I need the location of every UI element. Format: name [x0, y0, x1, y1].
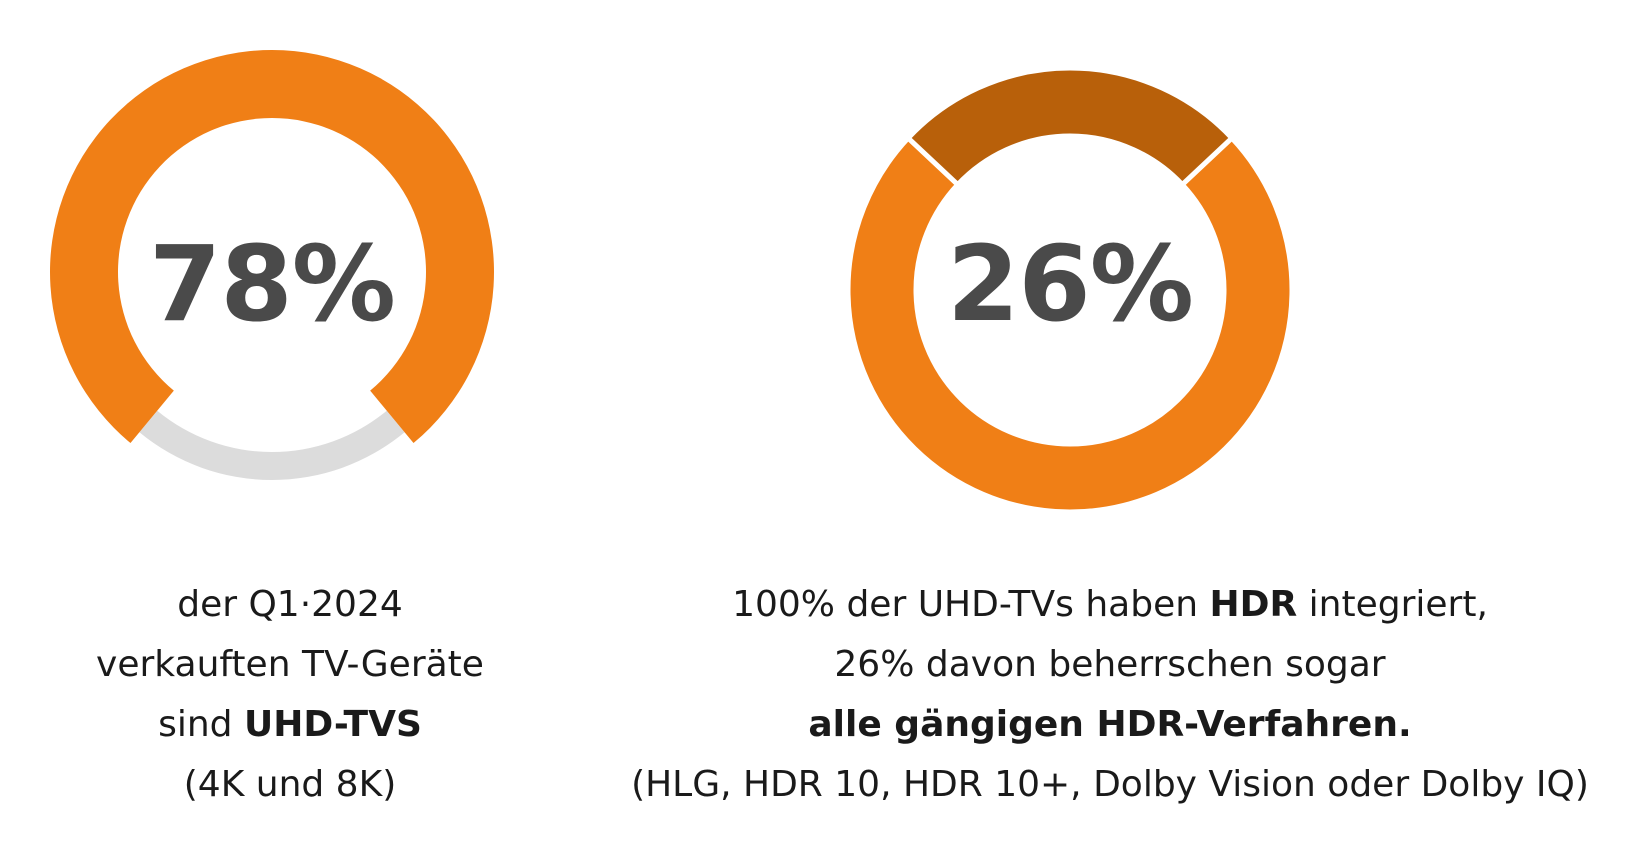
hdr-caption-line-1-prefix: 100% der UHD-TVs haben	[732, 584, 1210, 625]
hdr-caption-line-1: 100% der UHD-TVs haben HDR integriert,	[590, 575, 1630, 635]
uhd-caption-line-4: (4K und 8K)	[183, 764, 397, 805]
hdr-caption-line-4: (HLG, HDR 10, HDR 10+, Dolby Vision oder…	[631, 764, 1589, 805]
uhd-share-caption: der Q1·2024 verkauften TV-Geräte sind UH…	[40, 575, 540, 815]
value-arc	[49, 50, 495, 444]
hdr-share-donut: 26%	[820, 0, 1420, 540]
uhd-share-donut-svg: 78%	[49, 50, 495, 480]
highlight-arc	[904, 65, 1236, 189]
uhd-caption-line-3: sind UHD-TVS	[40, 695, 540, 755]
base-arc	[845, 134, 1295, 515]
hdr-share-donut-svg: 26%	[845, 65, 1295, 515]
hdr-caption-line-3: alle gängigen HDR-Verfahren.	[590, 695, 1630, 755]
uhd-caption-line-3-prefix: sind	[158, 704, 244, 745]
uhd-caption-line-1: der Q1·2024	[177, 584, 403, 625]
uhd-share-value: 78%	[149, 223, 395, 345]
uhd-caption-line-2: verkauften TV-Geräte	[96, 644, 484, 685]
hdr-share-caption: 100% der UHD-TVs haben HDR integriert, 2…	[590, 575, 1630, 815]
hdr-share-value: 26%	[947, 223, 1193, 345]
uhd-caption-bold-term: UHD-TVS	[243, 704, 422, 745]
hdr-caption-bold-term: HDR	[1209, 584, 1298, 625]
remainder-arc	[139, 410, 405, 480]
hdr-caption-line-2: 26% davon beherrschen sogar	[834, 644, 1386, 685]
hdr-caption-bold-line: alle gängigen HDR-Verfahren.	[808, 704, 1412, 745]
uhd-share-donut: 78%	[0, 0, 590, 540]
hdr-caption-line-1-suffix: integriert,	[1297, 584, 1488, 625]
